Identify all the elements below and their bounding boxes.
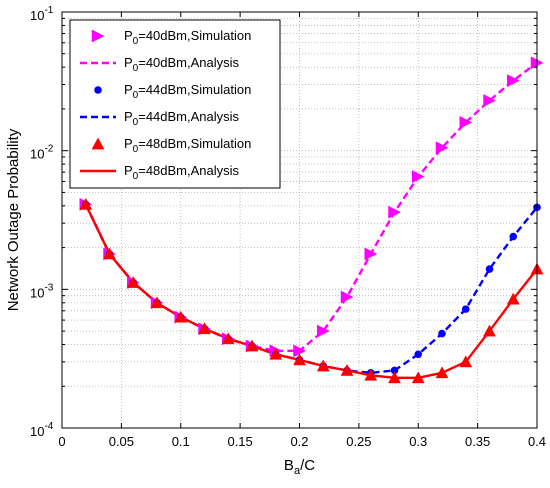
x-axis-label: Ba/C bbox=[284, 457, 315, 477]
legend-entry: P0=40dBm,Simulation bbox=[124, 28, 251, 47]
data-point-triangle-up bbox=[293, 353, 306, 366]
legend-box bbox=[69, 19, 281, 189]
data-point-triangle-right bbox=[340, 290, 354, 304]
data-point-circle bbox=[94, 86, 102, 94]
legend: P0=40dBm,Simulation P0=40dBm,Analysis P0=4… bbox=[69, 19, 281, 189]
data-point-triangle-up bbox=[316, 359, 330, 372]
x-tick-label: 0.25 bbox=[346, 434, 371, 449]
data-point-triangle-up bbox=[103, 247, 116, 260]
data-point-triangle-up bbox=[198, 322, 211, 335]
data-point-circle bbox=[509, 232, 518, 241]
legend-entry: P0=40dBm,Analysis bbox=[124, 55, 240, 74]
y-tick-label: 10-3 bbox=[30, 282, 54, 300]
data-point-triangle-right bbox=[317, 324, 330, 338]
y-tick-label: 10-4 bbox=[30, 421, 54, 439]
data-point-triangle-up bbox=[483, 324, 496, 337]
axis-ticks bbox=[61, 11, 538, 429]
data-point-triangle-right bbox=[459, 115, 473, 129]
data-point-circle bbox=[485, 265, 494, 273]
data-point-circle bbox=[461, 305, 470, 313]
legend-entry: P0=44dBm,Analysis bbox=[124, 109, 240, 128]
data-point-triangle-up bbox=[91, 137, 105, 150]
data-point-triangle-up bbox=[435, 366, 449, 379]
data-point-triangle-up bbox=[459, 355, 473, 368]
data-point-triangle-right bbox=[412, 170, 425, 184]
data-point-triangle-up bbox=[245, 339, 259, 352]
y-tick-label: 10-1 bbox=[30, 5, 54, 23]
legend-entry: P0=48dBm,Analysis bbox=[124, 163, 240, 182]
legend-entry: P0=44dBm,Simulation bbox=[124, 82, 251, 101]
x-tick-label: 0.05 bbox=[109, 434, 134, 449]
y-axis-label: Network Outage Probability bbox=[5, 128, 22, 311]
x-tick-label: 0 bbox=[58, 434, 65, 449]
x-tick-label: 0.2 bbox=[290, 434, 308, 449]
data-point-triangle-up bbox=[364, 368, 378, 381]
data-point-circle bbox=[414, 350, 423, 359]
data-point-triangle-right bbox=[388, 205, 402, 219]
y-tick-label: 10-2 bbox=[30, 144, 54, 162]
data-point-triangle-up bbox=[79, 197, 93, 210]
data-point-triangle-up bbox=[150, 296, 164, 309]
data-point-triangle-right bbox=[91, 29, 105, 43]
x-tick-label: 0.1 bbox=[172, 434, 190, 449]
data-point-triangle-right bbox=[483, 94, 497, 107]
data-point-triangle-up bbox=[221, 332, 235, 345]
x-tick-label: 0.15 bbox=[227, 434, 252, 449]
data-point-circle bbox=[438, 329, 446, 338]
series-layer bbox=[79, 56, 544, 384]
data-point-triangle-right bbox=[435, 141, 449, 155]
data-point-triangle-up bbox=[174, 310, 188, 323]
data-point-triangle-up bbox=[506, 292, 520, 305]
x-tick-label: 0.4 bbox=[528, 434, 546, 449]
x-tick-label: 0.35 bbox=[465, 434, 490, 449]
data-point-triangle-right bbox=[507, 74, 520, 88]
data-point-triangle-up bbox=[126, 275, 140, 288]
x-tick-label: 0.3 bbox=[409, 434, 427, 449]
data-point-triangle-up bbox=[388, 371, 401, 384]
legend-entry: P0=48dBm,Simulation bbox=[124, 136, 251, 155]
data-point-triangle-right bbox=[364, 247, 378, 261]
data-point-triangle-up bbox=[340, 363, 354, 376]
tick-labels: 0 0.05 0.1 0.15 0.2 0.25 0.3 0.35 0.4 10-4 10-3 10-… bbox=[30, 5, 546, 449]
data-point-triangle-up bbox=[411, 371, 425, 384]
data-point-triangle-up bbox=[269, 347, 283, 360]
